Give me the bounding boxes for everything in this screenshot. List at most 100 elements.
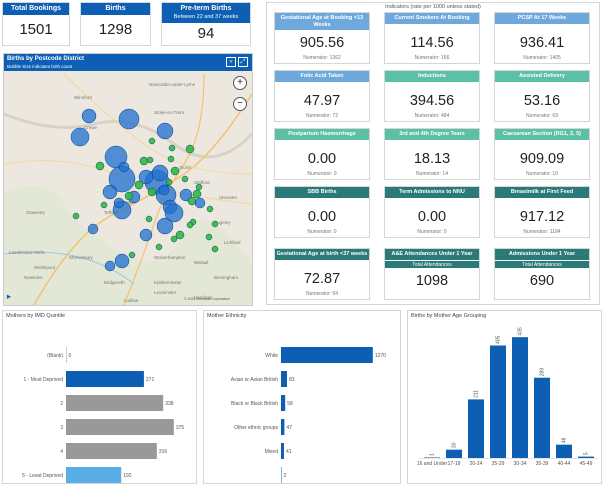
bar-value-label: 41 [286,449,292,455]
map-bubble[interactable] [104,260,116,272]
map-bubble[interactable] [118,108,140,130]
bar[interactable] [281,467,282,483]
map-bubble[interactable] [170,235,178,243]
map-bubble[interactable] [195,183,203,191]
indicator-label: PCSP At 17 Weeks [495,13,589,24]
bar[interactable] [446,449,462,458]
map-bubble[interactable] [70,127,90,147]
indicator-value: 905.56 [299,35,345,51]
zoom-out-button[interactable]: − [233,97,247,111]
map-bubble[interactable] [164,203,184,223]
indicator-label: Current Smokers At Booking [385,13,479,24]
map-place-label: Ludlow [124,298,139,303]
map-bubble[interactable] [167,155,175,163]
map-bubble[interactable] [102,184,118,200]
zoom-in-button[interactable]: + [233,76,247,90]
indicator-label: Admissions Under 1 Year [495,249,589,260]
map-bubble[interactable] [148,137,156,145]
map-bubble[interactable] [118,161,130,173]
indicator-numerator: Numerator: 0 [307,171,337,177]
bar-value-label: 435 [518,327,524,336]
indicator-numerator: Numerator: 69 [526,113,558,119]
map-bubble[interactable] [158,184,170,196]
map-bubble[interactable] [206,205,214,213]
map-bubble[interactable] [156,217,174,235]
bar-value-label: 338 [165,401,174,407]
map-bubble[interactable] [165,178,173,186]
bar-category-label: 1 - Most Deprived [24,377,64,383]
bar[interactable] [490,345,506,459]
bar[interactable] [281,443,284,459]
map-bubble[interactable] [187,196,197,206]
bar[interactable] [556,444,572,458]
map-bubble[interactable] [134,180,144,190]
map-canvas[interactable]: Winsford Crewe Stoke-on-Trent Newcastle-und… [4,54,252,305]
map-bubble[interactable] [175,230,185,240]
bar[interactable] [66,467,122,483]
map-bubble[interactable] [113,197,125,209]
bar[interactable] [66,371,144,387]
indicator-card: Term Admissions to NNU 0.00 Numerator: 0 [384,186,480,238]
map-bubble[interactable] [155,243,163,251]
map-bubble[interactable] [205,233,213,241]
map-bubble[interactable] [139,228,153,242]
map-bubble[interactable] [95,161,105,171]
map-bubble[interactable] [100,201,108,209]
indicator-numerator: Numerator: 0 [307,229,337,235]
births-map[interactable]: Births by Postcode District Bubble Size … [3,53,253,306]
map-bubble[interactable] [170,166,180,176]
indicator-card: Gestational Age at Booking <13 Weeks 905.… [274,12,370,64]
map-bubble[interactable] [168,144,176,152]
map-bubble[interactable] [72,212,80,220]
map-bubble[interactable] [185,144,195,154]
kpi-value: 1501 [19,21,53,38]
map-bubble[interactable] [181,175,189,183]
map-bubble[interactable] [186,221,194,229]
bar[interactable] [66,443,157,459]
bar[interactable] [281,395,286,411]
map-bubble[interactable] [147,187,157,197]
bar-category-label: 4 [60,449,63,455]
bar[interactable] [66,419,174,435]
indicator-card: Postpartum Haemorrhage 0.00 Numerator: 0 [274,128,370,180]
bar-value-label: 0 [69,353,72,359]
age-title: Births by Mother Age Grouping [411,313,487,319]
expand-icon[interactable]: ⤢ [238,57,248,67]
map-bubble[interactable] [87,223,99,235]
map-bubble[interactable] [138,169,154,185]
map-bubble[interactable] [156,122,174,140]
map-place-label: Stafford [194,180,210,185]
indicator-card: Admissions Under 1 Year Total Attendances… [494,248,590,300]
filter-icon[interactable]: ▿ [226,57,236,67]
bar[interactable] [281,419,285,435]
map-bubble[interactable] [114,253,130,269]
map-bubble[interactable] [81,108,97,124]
bar[interactable] [512,337,528,458]
map-bubble[interactable] [128,251,136,259]
map-bubble[interactable] [192,189,202,199]
bar-category-label: 2 [60,401,63,407]
map-bubble[interactable] [146,156,154,164]
map-header: Births by Postcode District Bubble Size … [4,54,252,71]
bar-category-label: 25-29 [492,461,505,467]
map-bubble[interactable] [139,156,149,166]
bar-value-label: 211 [474,390,480,398]
map-place-label: Wolverhampton [154,255,186,260]
age-panel: Births by Mother Age Grouping 1 16 and Un… [407,310,602,484]
map-bubble[interactable] [145,215,153,223]
bar[interactable] [66,395,164,411]
map-bubble[interactable] [211,220,219,228]
bar[interactable] [281,371,288,387]
kpi-header: Pre-term Births Between 22 and 37 weeks [162,3,250,23]
map-bubble[interactable] [211,245,219,253]
bar[interactable] [534,377,550,458]
map-bubble[interactable] [151,164,169,182]
bar[interactable] [66,347,67,363]
bar[interactable] [281,347,373,363]
ethnicity-title: Mother Ethnicity [207,313,247,319]
map-bubble[interactable] [124,191,134,201]
bar[interactable] [468,399,484,458]
map-bubble[interactable] [194,197,206,209]
bar[interactable] [424,457,440,459]
bar[interactable] [578,456,594,458]
